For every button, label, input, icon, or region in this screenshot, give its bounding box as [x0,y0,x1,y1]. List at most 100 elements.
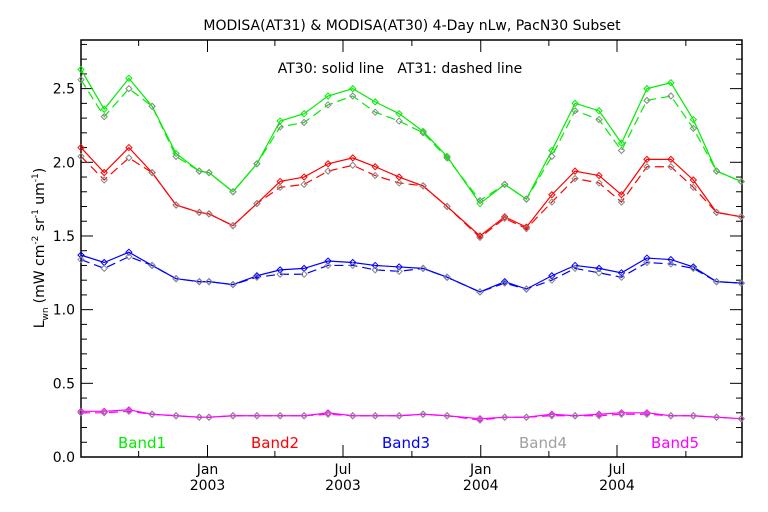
data-point [595,115,603,124]
legend-entry-band2: Band2 [251,434,299,452]
data-point [643,410,651,418]
data-point [324,409,332,417]
data-point [253,412,261,420]
series-line [80,155,742,239]
plot-frame [80,39,743,458]
data-point [395,117,403,125]
data-point [689,176,698,184]
data-point [617,139,626,147]
data-point [125,406,133,414]
x-tick-label-month: Jul [334,462,352,478]
data-point [395,412,403,420]
data-point [712,167,721,175]
data-point [205,210,213,218]
data-point [419,264,427,273]
data-point [419,127,427,136]
data-point [276,412,284,420]
chart-title: MODISA(AT31) & MODISA(AT30) 4-Day nLw, P… [203,18,621,34]
data-point [229,221,237,230]
data-point [349,92,357,100]
data-point [172,274,180,283]
data-point [643,84,651,93]
data-point [100,176,108,184]
data-point [595,412,603,420]
data-point [349,154,357,162]
data-point [77,255,85,264]
data-point [371,108,379,116]
series-line [80,146,742,237]
y-label-sup2: -1 [31,209,41,218]
data-point [443,202,451,211]
data-point [349,412,357,420]
data-point [667,412,675,420]
data-point [371,171,379,180]
data-point [548,412,556,420]
series-band5-at31 [77,407,745,424]
data-point [522,195,531,203]
data-point [712,208,721,217]
series-line [80,69,742,205]
data-point [617,269,626,277]
data-point [476,233,484,242]
data-point [125,74,133,83]
data-point [77,152,85,161]
data-point [300,412,308,420]
y-axis-label: Lwn(mW cm-2 sr-1 um-1) [31,168,51,329]
series-line [81,410,742,421]
data-point [100,409,108,417]
data-point [500,279,509,287]
data-point [476,414,484,423]
data-point [100,264,108,273]
y-label-units: (mW cm [32,245,48,304]
data-point [522,223,531,231]
data-point [324,160,332,168]
data-point [125,407,133,416]
data-point [125,143,133,152]
data-point [643,254,651,262]
data-point [500,180,509,189]
data-point [148,102,156,111]
x-tick-label-month: Jan [469,462,492,478]
data-point [443,154,451,162]
data-point [419,129,427,137]
data-point [595,410,603,418]
data-point [643,96,651,105]
y-tick-label: 1.0 [53,303,75,319]
data-point [548,410,556,418]
data-point [419,410,427,418]
data-point [571,107,579,115]
data-point [148,261,156,270]
axes: 0.00.51.01.52.02.5Jan2003Jul2003Jan2004J… [53,39,743,494]
data-point [617,409,626,417]
data-point [548,272,556,280]
data-point [195,277,203,286]
data-point [737,177,745,186]
data-point [253,272,261,280]
data-point [548,198,556,206]
data-point [571,99,579,108]
data-point [737,279,745,287]
series-band2-at31 [77,152,745,242]
data-point [371,98,379,106]
data-point [476,196,484,205]
data-point [77,409,85,417]
data-point [77,76,85,84]
data-point [419,182,427,190]
y-label-sup1: -2 [31,236,41,245]
data-point [371,261,379,270]
x-tick-label-year: 2004 [599,478,635,494]
data-point [276,183,284,192]
data-point [205,277,213,286]
data-point [689,263,698,271]
data-point [667,255,675,264]
data-point [667,260,675,268]
data-point [500,277,509,286]
series-line [80,255,742,293]
data-point [476,416,484,424]
data-point [571,167,579,175]
data-point [300,118,308,127]
data-point [595,179,603,187]
data-point [595,269,603,277]
series-group [77,65,745,424]
data-point [349,161,357,169]
